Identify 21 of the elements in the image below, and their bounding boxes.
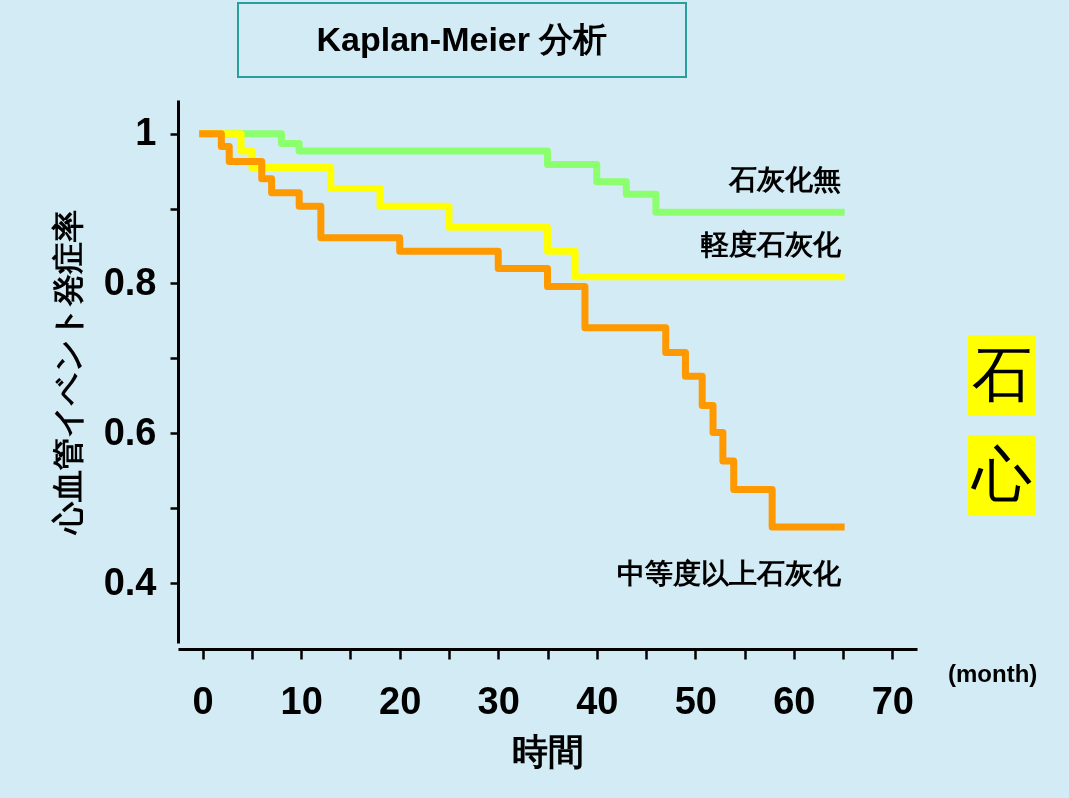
series-label: 中等度以上石灰化 — [617, 557, 843, 589]
text: 石 — [968, 335, 1036, 416]
x-tick-label: 50 — [674, 679, 717, 722]
x-tick-label: 20 — [379, 679, 422, 722]
text: 心 — [968, 435, 1036, 516]
x-tick-label: 60 — [773, 679, 816, 722]
x-tick-label: 70 — [871, 679, 915, 722]
x-tick-label: 40 — [576, 679, 619, 722]
x-tick-label: 10 — [280, 679, 323, 722]
text: (month) — [948, 660, 1038, 688]
y-tick-label: 0.4 — [103, 560, 157, 603]
chart-title: Kaplan-Meier 分析 — [237, 2, 687, 78]
y-axis-title: 心血管イベント発症率 — [49, 210, 86, 536]
x-axis-title: 時間 — [512, 730, 584, 772]
x-tick-label: 30 — [477, 679, 520, 722]
series-label: 軽度石灰化 — [701, 228, 843, 260]
y-tick-label: 0.6 — [103, 410, 157, 453]
series-label: 石灰化無 — [728, 164, 842, 196]
x-tick-label: 0 — [192, 679, 214, 722]
y-tick-label: 1 — [135, 111, 157, 154]
y-tick-label: 0.8 — [103, 261, 157, 303]
